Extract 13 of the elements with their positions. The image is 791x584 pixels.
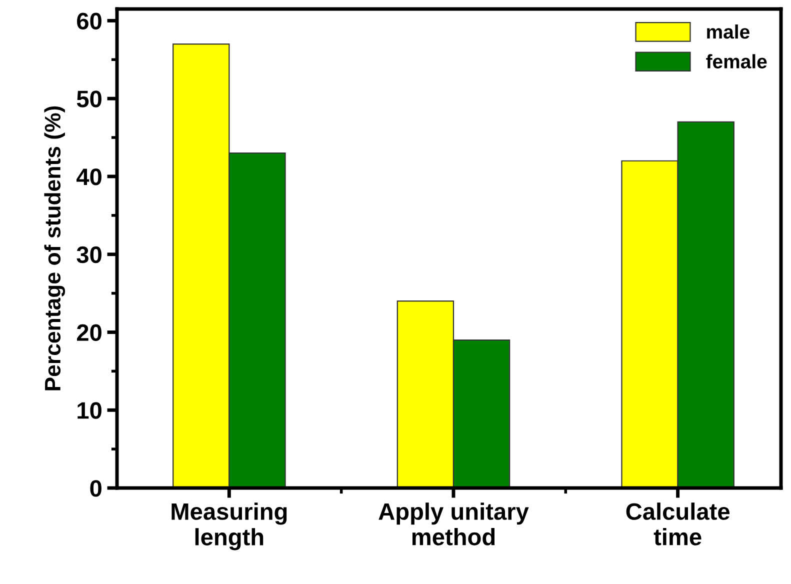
y-tick-label: 40 xyxy=(76,168,102,186)
y-tick-label: 30 xyxy=(76,246,102,264)
y-tick-label: 0 xyxy=(90,480,102,497)
y-tick-label: 10 xyxy=(78,402,102,419)
legend-label: female xyxy=(706,54,767,68)
y-axis-title: Percentage of students (%) xyxy=(44,106,66,390)
legend-label: male xyxy=(707,24,750,39)
y-tick-label: 50 xyxy=(76,90,102,108)
x-tick-label: Measuring length xyxy=(172,502,287,550)
y-tick-label: 60 xyxy=(77,12,102,30)
x-tick-label: Apply unitary method xyxy=(378,502,529,546)
y-tick-label: 20 xyxy=(76,324,102,342)
x-tick-label: Calculate time xyxy=(626,502,730,546)
